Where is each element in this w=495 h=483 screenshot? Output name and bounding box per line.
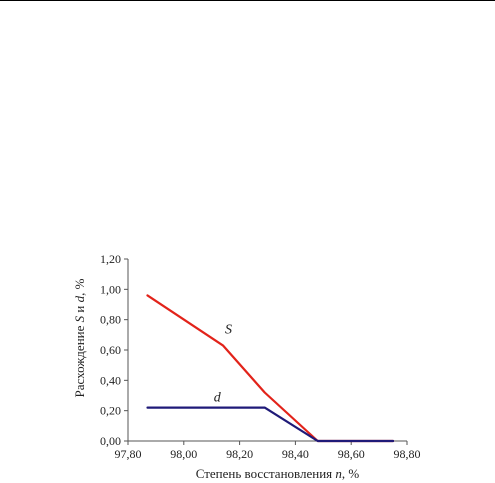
y-tick-label: 1,20	[100, 252, 121, 266]
x-tick-label: 98,40	[282, 447, 309, 461]
y-tick-label: 0,80	[100, 313, 121, 327]
series-labels: Sd	[214, 322, 232, 405]
x-tick-label: 98,60	[338, 447, 365, 461]
y-tick-label: 0,00	[100, 434, 121, 448]
y-tick-label: 1,00	[100, 282, 121, 296]
y-ticks: 0,00 0,20 0,40 0,60 0,80 1,00 1,20	[100, 252, 128, 448]
y-tick-label: 0,20	[100, 404, 121, 418]
series-line-d	[146, 406, 395, 443]
series-label-S: S	[225, 322, 232, 337]
series-label-d: d	[214, 391, 222, 406]
x-axis-title: Степень восстановления n, %	[196, 466, 360, 481]
x-tick-label: 98,80	[394, 447, 421, 461]
y-axis-title: Расхождение S и d, %	[72, 278, 87, 397]
x-tick-label: 97,80	[115, 447, 142, 461]
y-tick-label: 0,60	[100, 343, 121, 357]
axes	[127, 259, 407, 442]
series-line-S	[146, 294, 395, 443]
top-rule	[0, 0, 495, 1]
x-tick-label: 98,20	[226, 447, 253, 461]
y-tick-label: 0,40	[100, 373, 121, 387]
series-lines	[146, 294, 395, 443]
x-tick-label: 98,00	[170, 447, 197, 461]
x-ticks: 97,80 98,00 98,20 98,40 98,60 98,80	[115, 441, 421, 461]
